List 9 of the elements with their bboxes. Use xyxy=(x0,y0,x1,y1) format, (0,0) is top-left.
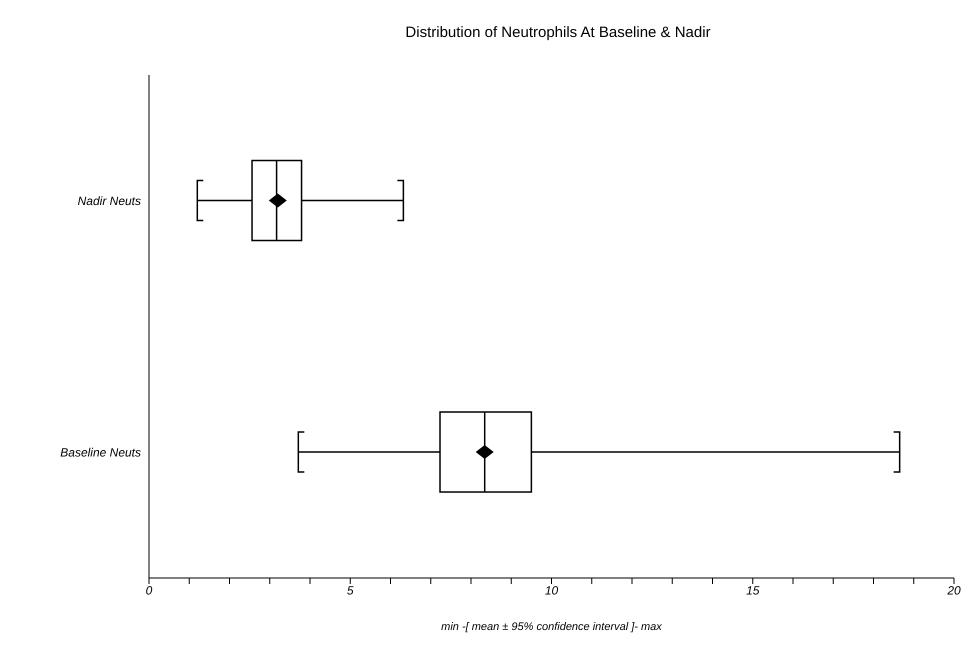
x-tick-label: 0 xyxy=(146,584,153,598)
chart-title: Distribution of Neutrophils At Baseline & Nadir xyxy=(404,24,712,41)
x-tick-label: 15 xyxy=(746,584,760,598)
x-tick-label: 20 xyxy=(946,584,961,598)
y-tick-label: Baseline Neuts xyxy=(60,446,141,460)
x-tick-label: 10 xyxy=(544,584,558,598)
x-tick-label: 5 xyxy=(346,584,354,598)
y-tick-label: Nadir Neuts xyxy=(78,194,141,208)
x-axis-title: min -[ mean ± 95% confidence interval ]- max xyxy=(441,621,662,633)
